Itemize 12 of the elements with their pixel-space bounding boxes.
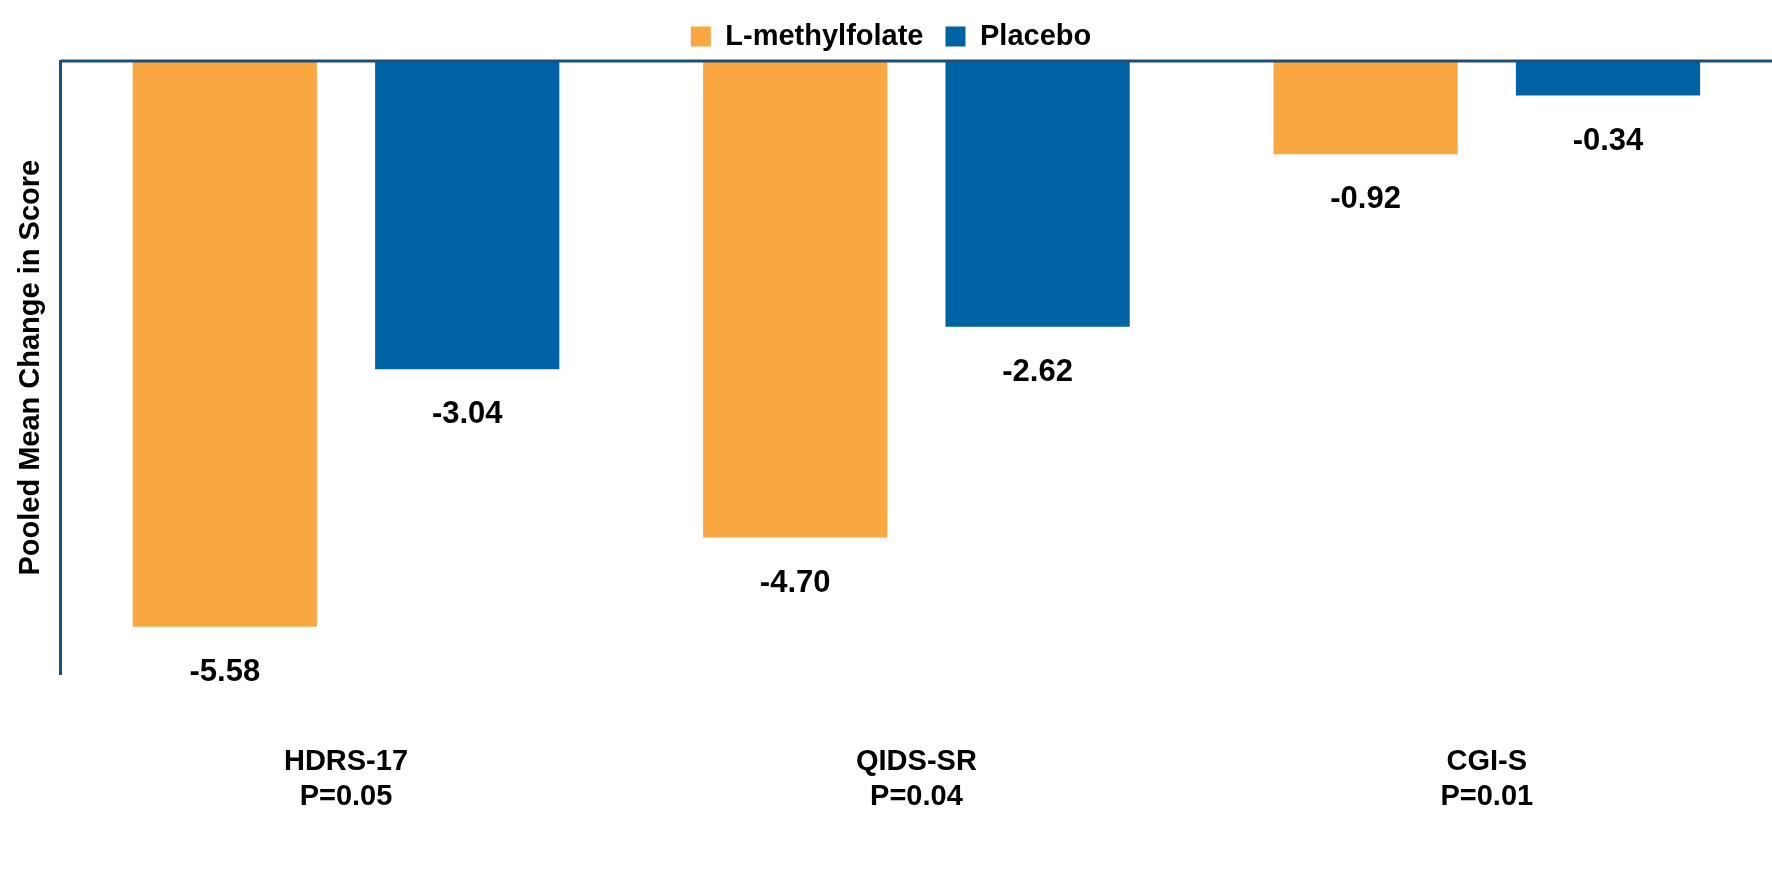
x-tick-label: HDRS-17 P=0.05 [283, 743, 409, 811]
x-tick-label: QIDS-SR P=0.04 [855, 743, 977, 811]
data-label: -0.92 [1330, 180, 1401, 216]
y-axis-title: Pooled Mean Change in Score [13, 159, 46, 576]
x-tick-label: CGI-S P=0.01 [1440, 743, 1534, 811]
data-label: -5.58 [189, 652, 261, 688]
data-label: -3.04 [431, 395, 504, 431]
data-label: -2.62 [1002, 352, 1073, 388]
data-label: -0.34 [1572, 121, 1645, 157]
data-label: -4.70 [759, 563, 831, 599]
legend-label: Placebo [979, 18, 1092, 51]
legend-label: L-methylfolate [725, 18, 924, 51]
